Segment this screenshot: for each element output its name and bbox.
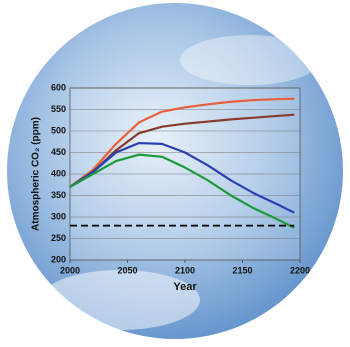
series-line: [69, 141, 295, 214]
x-tick-label: 2050: [117, 265, 137, 275]
y-tick-label: 500: [51, 125, 66, 135]
y-tick-label: 300: [51, 211, 66, 221]
cloud: [180, 35, 320, 85]
y-tick-label: 250: [51, 233, 66, 243]
cloud: [40, 270, 200, 330]
series-line: [69, 153, 295, 229]
sky-background: [7, 3, 343, 339]
y-tick-label: 550: [51, 104, 66, 114]
x-tick-label: 2200: [290, 265, 310, 275]
x-tick-label: 2100: [175, 265, 195, 275]
series-line: [69, 97, 295, 188]
x-tick-label: 2000: [60, 265, 80, 275]
x-tick-label: 2150: [232, 265, 252, 275]
y-tick-label: 400: [51, 168, 66, 178]
x-axis-label: Year: [173, 281, 197, 293]
y-tick-label: 450: [51, 147, 66, 157]
y-tick-label: 200: [51, 254, 66, 264]
y-tick-label: 350: [51, 190, 66, 200]
y-axis-label: Atmospheric CO₂ (ppm): [31, 117, 42, 231]
y-tick-label: 600: [51, 82, 66, 92]
